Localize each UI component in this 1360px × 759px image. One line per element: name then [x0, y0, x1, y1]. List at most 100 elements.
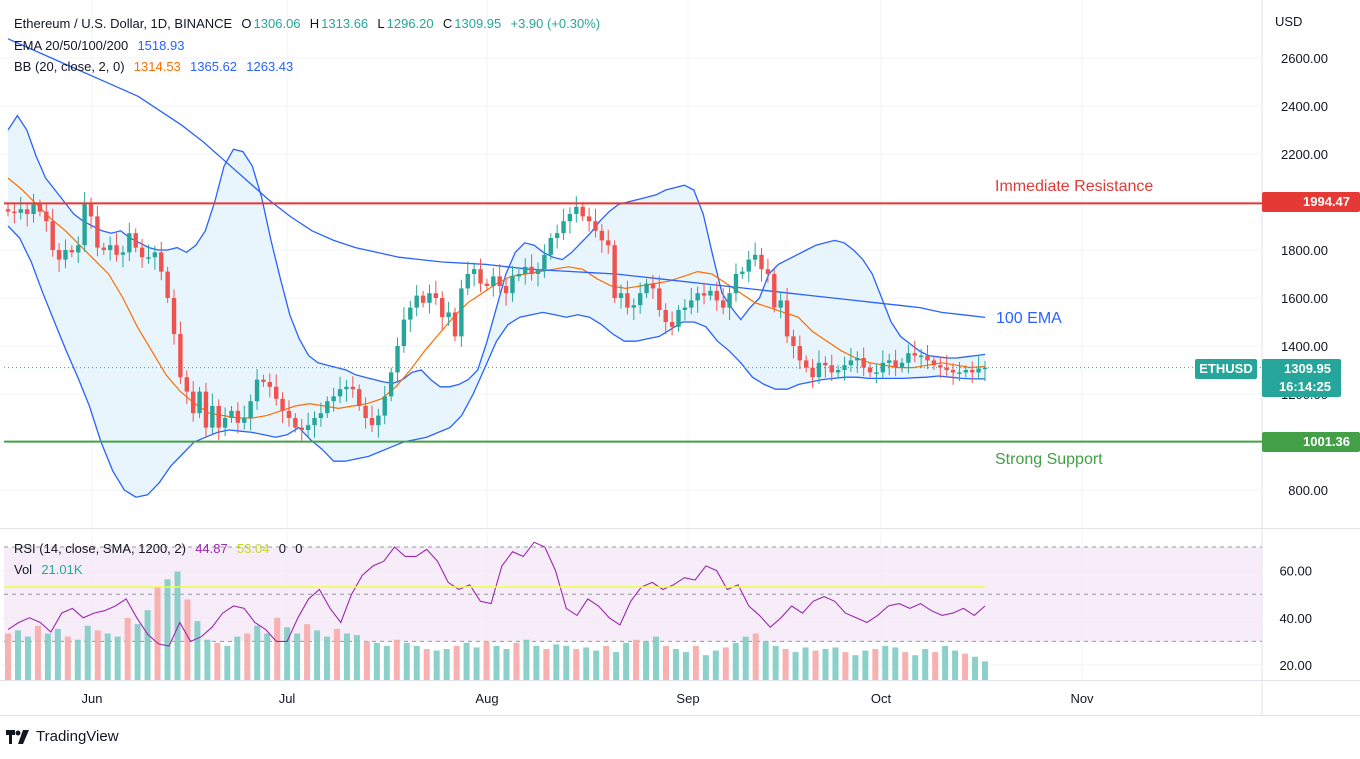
volume-bar [832, 647, 839, 680]
volume-bar [14, 630, 21, 680]
candle-body [644, 283, 649, 294]
bb-basis-value: 1314.53 [133, 59, 181, 74]
candle-body [382, 396, 387, 416]
candle-body [344, 386, 349, 390]
volume-bar [892, 647, 899, 680]
candle-body [523, 266, 528, 274]
candle-body [816, 362, 822, 378]
rsi-zero-2: 0 [295, 541, 303, 556]
candle-body [363, 406, 368, 418]
candle-body [855, 358, 860, 361]
ema-legend[interactable]: EMA 20/50/100/200 1518.93 [14, 38, 186, 54]
bollinger-lower-line [7, 225, 985, 498]
candle-body [918, 355, 924, 358]
candle-body [695, 293, 700, 301]
candle-body [625, 293, 630, 308]
candle-body [612, 245, 617, 298]
candle-body [631, 305, 636, 308]
candle-body [503, 286, 509, 294]
volume-bar [154, 587, 161, 680]
symbol-legend: Ethereum / U.S. Dollar, 1D, BINANCE O 130… [14, 16, 602, 32]
candle-body [714, 290, 720, 301]
volume-bar [94, 630, 101, 680]
candle-body [912, 353, 917, 356]
ema-label: EMA 20/50/100/200 [14, 38, 129, 53]
volume-legend[interactable]: Vol 21.01K [14, 562, 85, 578]
last-price-label: 1309.95 16:14:25 [1262, 359, 1341, 397]
volume-bar [533, 645, 540, 680]
candle-body [567, 214, 573, 222]
high-label: H [309, 16, 320, 31]
rsi-tick-label: 20.00 [1279, 658, 1312, 673]
candle-body [5, 209, 11, 212]
candle-body [548, 238, 553, 255]
candle-body [50, 221, 55, 250]
tradingview-logo[interactable]: TradingView [6, 728, 119, 745]
candle-body [267, 382, 273, 387]
volume-bar [593, 650, 600, 680]
volume-bar [852, 655, 859, 680]
volume-bar [453, 645, 460, 680]
candle-body [950, 370, 956, 373]
volume-bar [672, 649, 679, 680]
volume-bar [513, 642, 520, 680]
price-tick-label: 1400.00 [1281, 339, 1328, 354]
candle-body [637, 293, 643, 306]
candle-body [740, 271, 745, 274]
volume-bar [952, 650, 959, 680]
volume-value: 21.01K [41, 562, 83, 577]
candle-body [299, 427, 304, 430]
candle-body [37, 204, 43, 212]
candle-body [165, 271, 170, 298]
volume-bar [493, 645, 500, 680]
candle-body [312, 418, 317, 426]
volume-bar [373, 642, 380, 680]
candle-body [120, 252, 126, 255]
resistance-annotation: Immediate Resistance [995, 178, 1153, 195]
candle-body [970, 370, 975, 373]
rsi-value: 44.87 [195, 541, 228, 556]
candlesticks [5, 191, 988, 441]
ema-annotation: 100 EMA [996, 310, 1062, 327]
candle-body [720, 300, 726, 308]
time-tick-label: Jun [82, 691, 103, 706]
volume-bar [812, 650, 819, 680]
bb-legend[interactable]: BB (20, close, 2, 0) 1314.53 1365.62 126… [14, 59, 295, 75]
candle-body [874, 372, 879, 374]
volume-bar [842, 652, 849, 680]
volume-bar [822, 649, 829, 680]
volume-bar [244, 633, 251, 680]
bb-label: BB (20, close, 2, 0) [14, 59, 125, 74]
candle-body [254, 379, 260, 402]
candle-body [178, 334, 183, 378]
volume-bar [324, 636, 331, 680]
volume-bar [862, 650, 869, 680]
volume-bar [473, 647, 480, 680]
volume-bar [413, 645, 420, 680]
ema-value: 1518.93 [137, 38, 185, 53]
candle-body [497, 276, 502, 286]
candle-body [772, 274, 777, 308]
candle-body [190, 391, 196, 414]
candle-body [586, 216, 592, 222]
candle-body [139, 247, 145, 258]
volume-bar [563, 645, 570, 680]
time-tick-label: Jul [279, 691, 296, 706]
candle-body [325, 401, 330, 414]
candle-body [887, 360, 892, 363]
candle-body [459, 288, 464, 337]
volume-bar [194, 621, 201, 680]
volume-bar [503, 649, 510, 680]
candle-body [305, 425, 311, 430]
volume-bar [423, 649, 430, 680]
candle-body [925, 355, 930, 361]
candle-body [848, 360, 854, 366]
candle-body [861, 358, 866, 368]
candle-body [337, 389, 343, 397]
volume-bar [54, 628, 61, 680]
rsi-legend[interactable]: RSI (14, close, SMA, 1200, 2) 44.87 53.0… [14, 541, 304, 557]
brand-name: TradingView [36, 728, 119, 745]
candle-body [127, 233, 132, 253]
volume-bar [314, 630, 321, 680]
